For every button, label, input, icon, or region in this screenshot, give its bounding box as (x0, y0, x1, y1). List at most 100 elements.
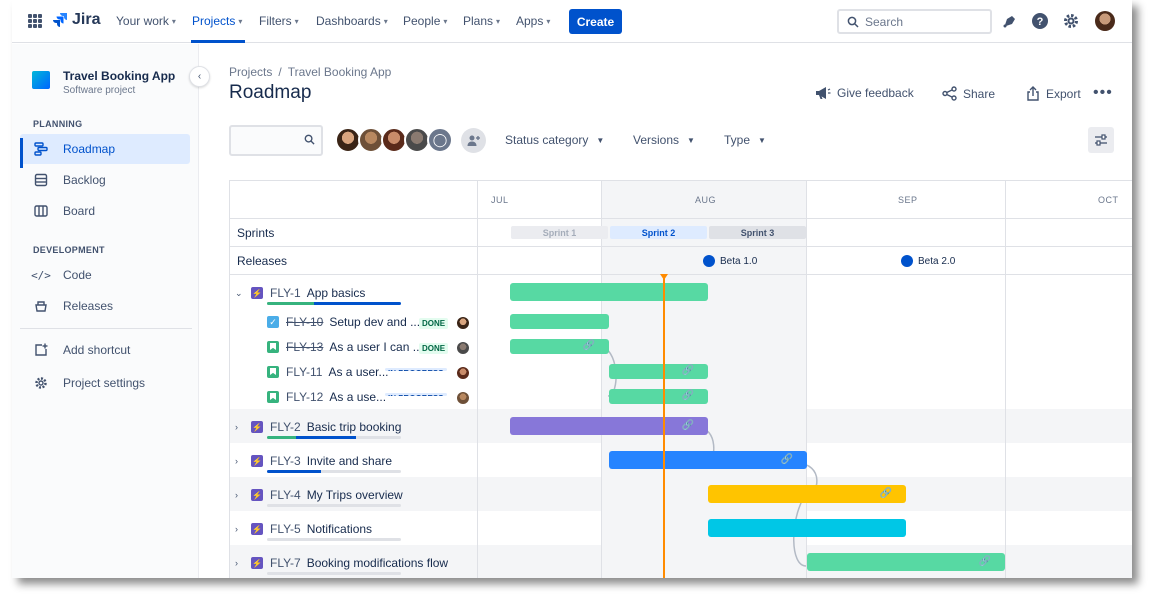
epic-row-fly-4[interactable]: › ⚡ FLY-4 My Trips overview (235, 488, 403, 502)
versions-dropdown[interactable]: Versions ▼ (633, 133, 695, 147)
action-label: Export (1046, 86, 1081, 101)
issue-title[interactable]: Basic trip booking (306, 420, 402, 434)
child-row-fly-12[interactable]: FLY-12 As a use... (267, 390, 386, 404)
issue-title[interactable]: As a user... (328, 365, 389, 379)
issue-title[interactable]: As a user I can ... (329, 340, 423, 354)
issue-key[interactable]: FLY-3 (270, 454, 301, 468)
issue-title[interactable]: App basics (306, 286, 366, 300)
sidebar-item-releases[interactable]: Releases (20, 291, 190, 321)
nav-your-work[interactable]: Your work ▾ (116, 14, 176, 28)
collapse-sidebar-button[interactable]: ‹ (189, 66, 210, 87)
issue-key[interactable]: FLY-12 (286, 390, 324, 404)
chevron-right-icon[interactable]: › (235, 524, 238, 534)
nav-projects[interactable]: Projects ▾ (192, 14, 242, 28)
row-divider (230, 218, 1132, 219)
sidebar-item-roadmap[interactable]: Roadmap (20, 134, 190, 164)
sidebar-item-add-shortcut[interactable]: Add shortcut (20, 335, 190, 365)
epic-row-fly-1[interactable]: ⌄ ⚡ FLY-1 App basics (235, 286, 365, 300)
timeline-bar-fly-2[interactable]: 🔗 (510, 417, 708, 435)
timeline-bar-fly-5[interactable] (708, 519, 906, 537)
add-people-icon[interactable] (461, 128, 486, 153)
timeline-bar-fly-10[interactable] (510, 314, 609, 329)
issue-key[interactable]: FLY-1 (270, 286, 301, 300)
sidebar-item-backlog[interactable]: Backlog (20, 165, 190, 195)
share-button[interactable]: Share (942, 86, 995, 101)
project-name[interactable]: Travel Booking App (63, 69, 176, 83)
nav-filters[interactable]: Filters ▾ (259, 14, 299, 28)
create-button[interactable]: Create (569, 9, 622, 34)
child-row-fly-13[interactable]: FLY-13 As a user I can ... (267, 340, 423, 354)
sidebar-item-label: Project settings (63, 376, 146, 390)
dropdown-label: Type (724, 133, 751, 147)
sidebar-item-code[interactable]: </> Code (20, 260, 190, 290)
notifications-icon[interactable] (1001, 12, 1019, 30)
settings-icon[interactable] (1062, 12, 1080, 30)
sprint-1[interactable]: Sprint 1 (511, 226, 608, 239)
product-name: Jira (72, 11, 101, 28)
help-icon[interactable]: ? (1031, 12, 1049, 30)
issue-title[interactable]: Invite and share (306, 454, 393, 468)
issue-title[interactable]: Setup dev and ... (329, 315, 421, 329)
issue-title[interactable]: Notifications (306, 522, 373, 536)
issue-key[interactable]: FLY-4 (270, 488, 301, 502)
sprint-2[interactable]: Sprint 2 (610, 226, 707, 239)
sidebar-item-project-settings[interactable]: Project settings (20, 368, 190, 398)
issue-title[interactable]: My Trips overview (306, 488, 403, 502)
issue-key[interactable]: FLY-5 (270, 522, 301, 536)
roadmap-search-input[interactable] (229, 125, 323, 156)
avatar[interactable] (404, 127, 430, 153)
app-switcher-icon[interactable] (28, 14, 42, 28)
board-icon (33, 203, 49, 219)
nav-apps[interactable]: Apps ▾ (516, 14, 550, 28)
epic-row-fly-5[interactable]: › ⚡ FLY-5 Notifications (235, 522, 372, 536)
child-row-fly-10[interactable]: ✓ FLY-10 Setup dev and ... (267, 315, 420, 329)
avatar[interactable] (335, 127, 361, 153)
timeline-bar-fly-12[interactable]: 🔗 (609, 389, 708, 404)
chevron-right-icon[interactable]: › (235, 422, 238, 432)
user-avatar[interactable] (1095, 11, 1115, 31)
sidebar-item-label: Board (63, 204, 96, 218)
jira-logo[interactable]: Jira (52, 11, 100, 29)
issue-title[interactable]: As a use... (329, 390, 387, 404)
chevron-right-icon[interactable]: › (235, 558, 238, 568)
epic-progress-bar (267, 436, 401, 439)
issue-title[interactable]: Booking modifications flow (306, 556, 449, 570)
nav-dashboards[interactable]: Dashboards ▾ (316, 14, 388, 28)
release-beta-1[interactable]: Beta 1.0 (703, 255, 757, 267)
timeline-bar-fly-11[interactable]: 🔗 (609, 364, 708, 379)
sidebar-item-board[interactable]: Board (20, 196, 190, 226)
issue-key[interactable]: FLY-11 (286, 365, 323, 379)
unassigned-avatar[interactable]: ◯ (427, 127, 453, 153)
timeline-bar-fly-13[interactable]: 🔗 (510, 339, 609, 354)
epic-row-fly-7[interactable]: › ⚡ FLY-7 Booking modifications flow (235, 556, 448, 570)
search-input[interactable]: Search (837, 9, 992, 34)
nav-plans[interactable]: Plans ▾ (463, 14, 500, 28)
issue-key[interactable]: FLY-13 (286, 340, 324, 354)
child-row-fly-11[interactable]: FLY-11 As a user... (267, 365, 389, 379)
chevron-down-icon[interactable]: ⌄ (235, 287, 243, 298)
release-beta-2[interactable]: Beta 2.0 (901, 255, 955, 267)
timeline-bar-fly-4[interactable]: 🔗 (708, 485, 906, 503)
issue-key[interactable]: FLY-2 (270, 420, 301, 434)
issue-key[interactable]: FLY-7 (270, 556, 301, 570)
epic-row-fly-2[interactable]: › ⚡ FLY-2 Basic trip booking (235, 420, 401, 434)
timeline-bar-fly-1[interactable] (510, 283, 708, 301)
more-actions-icon[interactable]: ••• (1093, 84, 1113, 101)
sprint-3[interactable]: Sprint 3 (709, 226, 806, 239)
nav-people[interactable]: People ▾ (403, 14, 447, 28)
breadcrumb-projects[interactable]: Projects (229, 65, 273, 79)
breadcrumb-project[interactable]: Travel Booking App (287, 65, 392, 79)
export-button[interactable]: Export (1026, 86, 1081, 101)
avatar[interactable] (381, 127, 407, 153)
view-settings-button[interactable] (1088, 127, 1114, 153)
give-feedback-button[interactable]: Give feedback (815, 86, 914, 100)
chevron-right-icon[interactable]: › (235, 456, 238, 466)
type-dropdown[interactable]: Type ▼ (724, 133, 766, 147)
status-category-dropdown[interactable]: Status category ▼ (505, 133, 604, 147)
timeline-bar-fly-3[interactable]: 🔗 (609, 451, 807, 469)
row-divider (230, 274, 1132, 275)
chevron-right-icon[interactable]: › (235, 490, 238, 500)
issue-key[interactable]: FLY-10 (286, 315, 324, 329)
timeline-bar-fly-7[interactable]: 🔗 (807, 553, 1005, 571)
epic-row-fly-3[interactable]: › ⚡ FLY-3 Invite and share (235, 454, 392, 468)
